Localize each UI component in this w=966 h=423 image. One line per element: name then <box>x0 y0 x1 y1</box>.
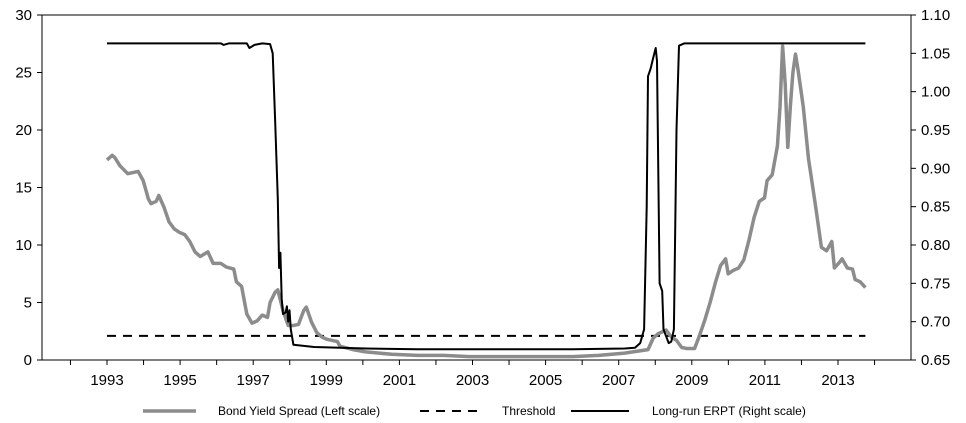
left-tick-label: 15 <box>15 180 32 197</box>
right-tick-label: 1.10 <box>921 7 950 24</box>
right-tick-label: 0.90 <box>921 160 950 177</box>
legend-label-0: Bond Yield Spread (Left scale) <box>218 404 380 418</box>
right-tick-label: 1.05 <box>921 45 950 62</box>
right-tick-label: 0.85 <box>921 199 950 216</box>
legend-label-2: Long-run ERPT (Right scale) <box>652 404 806 418</box>
legend-label-1: Threshold <box>502 404 555 418</box>
left-tick-label: 5 <box>24 295 32 312</box>
x-tick-label: 1995 <box>163 372 196 389</box>
x-tick-label: 2009 <box>675 372 708 389</box>
x-tick-label: 1999 <box>310 372 343 389</box>
right-axis-ticks: 0.65 0.70 0.75 0.80 0.85 0.90 0.95 1.00 1.05 1.10 <box>911 7 950 369</box>
right-tick-label: 0.80 <box>921 237 950 254</box>
left-axis-ticks: 0 5 10 15 20 25 30 <box>15 7 42 369</box>
right-tick-label: 0.75 <box>921 275 950 292</box>
right-tick-label: 1.00 <box>921 84 950 101</box>
right-tick-label: 0.70 <box>921 314 950 331</box>
left-tick-label: 30 <box>15 7 32 24</box>
x-tick-label: 2005 <box>529 372 562 389</box>
series-line-2 <box>107 42 866 351</box>
left-tick-label: 10 <box>15 237 32 254</box>
right-tick-label: 0.95 <box>921 122 950 139</box>
right-tick-label: 0.65 <box>921 352 950 369</box>
x-axis-ticks: 1993 1995 1997 1999 2001 2003 2005 2007 2009 2011… <box>69 360 876 389</box>
x-tick-label: 2007 <box>602 372 635 389</box>
x-tick-label: 2013 <box>821 372 854 389</box>
left-tick-label: 20 <box>15 122 32 139</box>
plot-lines <box>105 42 867 359</box>
x-tick-label: 1993 <box>90 372 123 389</box>
legend: Bond Yield Spread (Left scale) Threshold L… <box>143 404 806 418</box>
series-line-0 <box>105 44 867 359</box>
x-tick-label: 2003 <box>456 372 489 389</box>
x-tick-label: 1997 <box>237 372 270 389</box>
left-tick-label: 25 <box>15 65 32 82</box>
left-tick-label: 0 <box>24 352 32 369</box>
x-tick-label: 2011 <box>749 372 781 389</box>
x-tick-label: 2001 <box>383 372 416 389</box>
